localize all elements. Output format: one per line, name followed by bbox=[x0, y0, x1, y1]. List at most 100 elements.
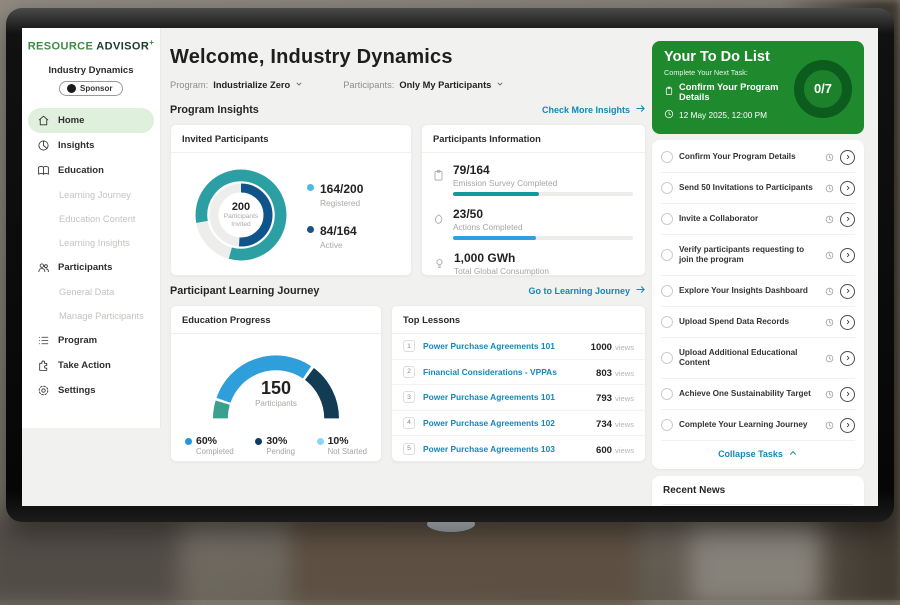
arrow-right-icon bbox=[635, 284, 646, 297]
task-upload-spend-data[interactable]: Upload Spend Data Records bbox=[661, 307, 855, 338]
recent-news-card: Recent News bbox=[652, 476, 864, 506]
dashboard-screen: RESOURCE ADVISOR+ Industry Dynamics Spon… bbox=[22, 28, 878, 506]
learning-journey-header: Participant Learning Journey Go to Learn… bbox=[170, 284, 646, 297]
invited-donut-chart: 200 Participants Invited bbox=[187, 161, 295, 269]
task-confirm-program-details[interactable]: Confirm Your Program Details bbox=[661, 142, 855, 173]
lesson-row: 2 Financial Considerations - VPPAs 803 vi… bbox=[392, 360, 645, 385]
sidebar-item-education-content[interactable]: Education Content bbox=[59, 213, 136, 224]
gauge-legend: 60% Completed 30% Pending 10% Not Starte… bbox=[171, 426, 381, 456]
todo-summary-card: Your To Do List Complete Your Next Task:… bbox=[652, 41, 864, 134]
todo-title: Your To Do List bbox=[664, 49, 770, 65]
program-icon bbox=[37, 334, 50, 347]
clock-icon bbox=[825, 318, 834, 326]
collapse-tasks-link[interactable]: Collapse Tasks bbox=[661, 441, 855, 467]
lesson-row: 3 Power Purchase Agreements 101 793 views bbox=[392, 385, 645, 411]
participants-filter[interactable]: Participants: Only My Participants bbox=[343, 80, 504, 90]
take-action-icon bbox=[37, 359, 50, 372]
filters-row: Program: Industrialize Zero Participants… bbox=[170, 80, 646, 90]
task-checkbox[interactable] bbox=[661, 182, 673, 194]
sidebar-item-insights[interactable]: Insights bbox=[22, 133, 160, 158]
task-open-button[interactable] bbox=[840, 149, 855, 165]
leaf-icon bbox=[432, 207, 445, 240]
lesson-link[interactable]: Financial Considerations - VPPAs bbox=[423, 366, 557, 377]
background-highlight bbox=[690, 520, 820, 605]
clock-icon bbox=[825, 251, 834, 259]
clock-icon bbox=[664, 106, 674, 124]
todo-panel: Your To Do List Complete Your Next Task:… bbox=[652, 41, 864, 506]
sidebar-item-participants[interactable]: Participants bbox=[22, 255, 160, 280]
sidebar-item-home[interactable]: Home bbox=[28, 107, 154, 133]
sidebar-item-general-data[interactable]: General Data bbox=[59, 286, 115, 297]
clock-icon bbox=[825, 287, 834, 295]
task-checkbox[interactable] bbox=[661, 352, 673, 364]
program-filter[interactable]: Program: Industrialize Zero bbox=[170, 80, 303, 90]
task-checkbox[interactable] bbox=[661, 213, 673, 225]
clock-icon bbox=[825, 153, 834, 161]
task-send-invitations[interactable]: Send 50 Invitations to Participants bbox=[661, 173, 855, 204]
sidebar-item-education[interactable]: Education bbox=[22, 158, 160, 183]
task-checkbox[interactable] bbox=[661, 388, 673, 400]
home-icon bbox=[37, 114, 50, 127]
task-open-button[interactable] bbox=[840, 283, 855, 299]
task-checkbox[interactable] bbox=[661, 249, 673, 261]
task-upload-educational-content[interactable]: Upload Additional Educational Content bbox=[661, 338, 855, 379]
sponsor-badge: Sponsor bbox=[59, 80, 123, 96]
sponsor-icon bbox=[67, 83, 76, 93]
education-progress-card: Education Progress 150 Participants bbox=[170, 305, 382, 462]
sidebar-item-manage-participants[interactable]: Manage Participants bbox=[59, 310, 144, 321]
task-complete-learning-journey[interactable]: Complete Your Learning Journey bbox=[661, 410, 855, 441]
task-verify-participants[interactable]: Verify participants requesting to join t… bbox=[661, 235, 855, 276]
lesson-link[interactable]: Power Purchase Agreements 101 bbox=[423, 341, 555, 352]
chevron-down-icon bbox=[496, 80, 504, 90]
sidebar-item-learning-journey[interactable]: Learning Journey bbox=[59, 189, 131, 200]
task-checkbox[interactable] bbox=[661, 151, 673, 163]
go-to-learning-journey-link[interactable]: Go to Learning Journey bbox=[528, 284, 646, 297]
todo-subtitle: Complete Your Next Task: bbox=[664, 68, 748, 77]
clipboard-icon bbox=[664, 83, 674, 101]
lesson-row: 1 Power Purchase Agreements 101 1000 view… bbox=[392, 334, 645, 360]
next-task-datetime: 12 May 2025, 12:00 PM bbox=[679, 110, 768, 120]
task-checkbox[interactable] bbox=[661, 419, 673, 431]
task-open-button[interactable] bbox=[840, 350, 855, 366]
sidebar: RESOURCE ADVISOR+ Industry Dynamics Spon… bbox=[22, 28, 161, 428]
task-open-button[interactable] bbox=[840, 417, 855, 433]
stat-emission-survey: 79/164 Emission Survey Completed bbox=[432, 163, 633, 196]
clock-icon bbox=[825, 215, 834, 223]
task-checkbox[interactable] bbox=[661, 285, 673, 297]
task-open-button[interactable] bbox=[840, 180, 855, 196]
task-open-button[interactable] bbox=[840, 386, 855, 402]
lesson-link[interactable]: Power Purchase Agreements 101 bbox=[423, 392, 555, 403]
org-name: Industry Dynamics bbox=[48, 64, 134, 76]
program-insights-header: Program Insights Check More Insights bbox=[170, 103, 646, 116]
sidebar-item-settings[interactable]: Settings bbox=[22, 378, 160, 403]
stat-total-consumption: 1,000 GWh Total Global Consumption bbox=[432, 251, 633, 280]
lightbulb-icon bbox=[432, 251, 446, 280]
legend-active: 84/164 Active bbox=[307, 222, 363, 250]
sidebar-item-take-action[interactable]: Take Action bbox=[22, 353, 160, 378]
gauge-center-label: Participants bbox=[255, 399, 297, 408]
task-explore-insights[interactable]: Explore Your Insights Dashboard bbox=[661, 276, 855, 307]
insights-icon bbox=[37, 139, 50, 152]
legend-not-started: 10% Not Started bbox=[316, 435, 367, 456]
task-invite-collaborator[interactable]: Invite a Collaborator bbox=[661, 204, 855, 235]
task-open-button[interactable] bbox=[840, 314, 855, 330]
chevron-up-icon bbox=[788, 448, 798, 460]
progress-bar bbox=[453, 192, 633, 196]
sidebar-item-learning-insights[interactable]: Learning Insights bbox=[59, 237, 130, 248]
sidebar-item-program[interactable]: Program bbox=[22, 328, 160, 353]
education-icon bbox=[37, 164, 50, 177]
resource-advisor-logo: RESOURCE ADVISOR+ bbox=[27, 38, 155, 53]
task-achieve-sustainability-target[interactable]: Achieve One Sustainability Target bbox=[661, 379, 855, 410]
settings-icon bbox=[37, 384, 50, 397]
task-open-button[interactable] bbox=[840, 211, 855, 227]
task-checkbox[interactable] bbox=[661, 316, 673, 328]
donut-legend: 164/200 Registered 84/164 Active bbox=[307, 180, 363, 250]
clock-icon bbox=[825, 354, 834, 362]
check-more-insights-link[interactable]: Check More Insights bbox=[542, 103, 646, 116]
recent-news-title: Recent News bbox=[663, 485, 726, 496]
arrow-right-icon bbox=[635, 103, 646, 116]
lesson-link[interactable]: Power Purchase Agreements 102 bbox=[423, 417, 555, 428]
task-open-button[interactable] bbox=[840, 247, 855, 263]
invited-participants-card: Invited Participants 200 Partic bbox=[170, 124, 412, 276]
lesson-link[interactable]: Power Purchase Agreements 103 bbox=[423, 443, 555, 454]
